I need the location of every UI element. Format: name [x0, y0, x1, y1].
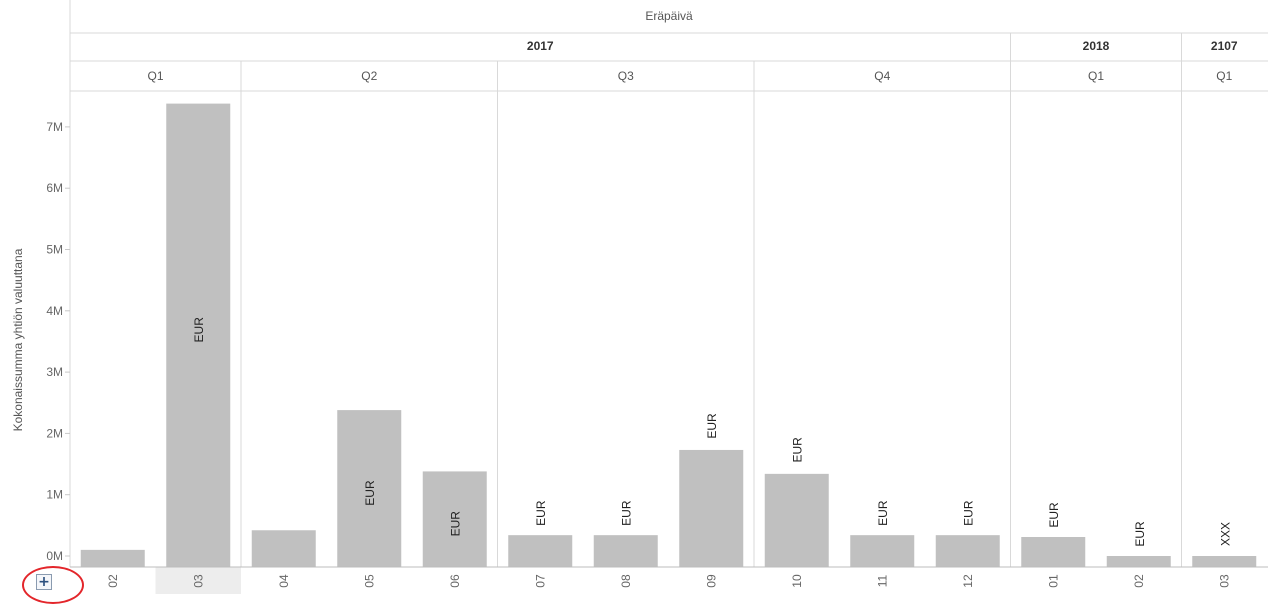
bar [337, 410, 402, 567]
x-tick-label: 10 [790, 574, 804, 588]
x-tick-label: 09 [704, 574, 718, 588]
bar [1192, 556, 1257, 567]
bar [935, 535, 1000, 567]
bar-data-label: EUR [1047, 502, 1061, 528]
year-header: 2017 [527, 39, 554, 53]
quarter-header: Q3 [618, 69, 634, 83]
y-axis-title: Kokonaissumma yhtiön valuuttana [11, 248, 25, 431]
bar [251, 530, 316, 567]
quarter-header: Q1 [147, 69, 163, 83]
x-tick-label: 07 [533, 574, 547, 588]
bar-data-label: EUR [791, 437, 805, 463]
quarter-header: Q4 [874, 69, 890, 83]
bar-data-label: EUR [534, 500, 548, 526]
x-tick-label: 03 [191, 574, 205, 588]
x-tick-label: 12 [961, 574, 975, 588]
bar [422, 471, 487, 567]
bar-data-label: EUR [962, 500, 976, 526]
x-axis-title: Eräpäivä [645, 9, 693, 23]
y-tick-label: 7M [46, 120, 63, 134]
bar [166, 103, 231, 567]
bar-data-label: EUR [192, 317, 206, 343]
bar [1021, 536, 1086, 567]
y-tick-label: 2M [46, 426, 63, 440]
bar-data-label: EUR [449, 511, 463, 537]
bar-data-label: EUR [876, 500, 890, 526]
y-tick-label: 0M [46, 549, 63, 563]
bar [679, 449, 744, 567]
x-tick-label: 02 [1132, 574, 1146, 588]
x-tick-label: 03 [1217, 574, 1231, 588]
y-tick-label: 1M [46, 488, 63, 502]
y-tick-label: 4M [46, 304, 63, 318]
bar [850, 535, 915, 567]
bar-data-label: EUR [363, 480, 377, 506]
y-tick-label: 6M [46, 181, 63, 195]
y-tick-label: 5M [46, 243, 63, 257]
bar [1106, 556, 1171, 567]
bar [80, 549, 145, 567]
x-tick-label: 04 [277, 574, 291, 588]
year-header: 2107 [1211, 39, 1238, 53]
quarter-header: Q2 [361, 69, 377, 83]
bar [508, 535, 573, 567]
x-tick-label: 01 [1046, 574, 1060, 588]
y-tick-label: 3M [46, 365, 63, 379]
x-tick-label: 08 [619, 574, 633, 588]
selected-column-highlight [155, 567, 241, 594]
x-tick-label: 05 [362, 574, 376, 588]
year-header: 2018 [1083, 39, 1110, 53]
expand-hierarchy-button[interactable]: + [36, 574, 52, 590]
x-tick-label: 11 [875, 574, 889, 587]
bar-data-label: EUR [705, 413, 719, 439]
quarter-header: Q1 [1216, 69, 1232, 83]
x-tick-label: 02 [106, 574, 120, 588]
x-tick-label: 06 [448, 574, 462, 588]
bar-data-label: EUR [1133, 521, 1147, 547]
bar-data-label: EUR [620, 500, 634, 526]
plus-icon: + [38, 573, 50, 590]
bar-data-label: XXX [1218, 522, 1232, 546]
bar [593, 535, 658, 567]
bar [764, 473, 829, 567]
quarter-header: Q1 [1088, 69, 1104, 83]
